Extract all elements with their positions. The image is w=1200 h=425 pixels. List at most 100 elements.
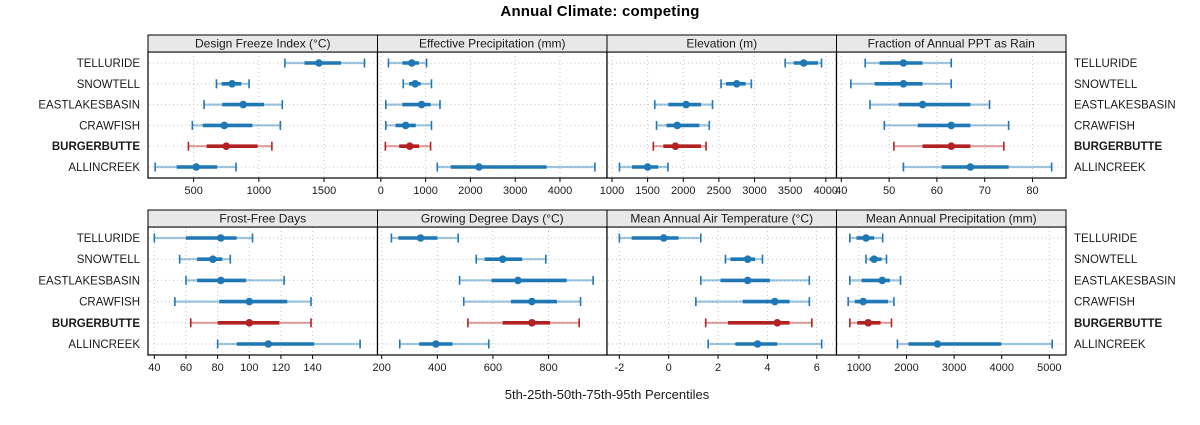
axis-tick-label: 2000 bbox=[671, 185, 695, 197]
axis-tick-label: 2000 bbox=[894, 362, 918, 374]
site-label-left-allincreek: ALLINCREEK bbox=[68, 162, 140, 174]
interval-allincreek bbox=[618, 162, 669, 172]
site-label-right-allincreek: ALLINCREEK bbox=[1074, 162, 1146, 174]
site-label-left-snowtell: SNOWTELL bbox=[77, 254, 141, 266]
site-label-right-allincreek: ALLINCREEK bbox=[1074, 339, 1146, 351]
median-dot bbox=[659, 234, 668, 242]
panel-effective-precipitation-mm: Effective Precipitation (mm) 0 1000 2000 300… bbox=[376, 34, 608, 197]
site-label-right-snowtell: SNOWTELL bbox=[1074, 254, 1138, 266]
panel-elevation-m: Elevation (m) 1000 1500 2000 2500 3000 3500 400… bbox=[600, 34, 838, 197]
median-dot bbox=[899, 80, 908, 88]
median-dot bbox=[417, 100, 426, 109]
median-dot bbox=[933, 340, 942, 348]
interval-burgerbutte bbox=[384, 141, 432, 151]
site-label-right-burgerbutte: BURGERBUTTE bbox=[1074, 141, 1162, 153]
axis-tick-label: 3000 bbox=[503, 185, 527, 197]
median-dot bbox=[870, 255, 878, 263]
interval-eastlakesbasin bbox=[203, 100, 284, 110]
median-dot bbox=[528, 297, 536, 306]
axis-tick-label: 1000 bbox=[247, 185, 271, 197]
median-dot bbox=[264, 340, 273, 348]
interval-burgerbutte bbox=[704, 318, 813, 328]
axis-tick-label: 4000 bbox=[548, 185, 572, 197]
median-dot bbox=[528, 319, 536, 327]
site-label-left-telluride: TELLURIDE bbox=[77, 58, 141, 70]
axis-tick-label: 0 bbox=[378, 185, 384, 197]
median-dot bbox=[401, 121, 410, 130]
site-label-left-allincreek: ALLINCREEK bbox=[68, 339, 140, 351]
axis-tick-label: 40 bbox=[148, 362, 160, 374]
axis-tick-label: 60 bbox=[180, 362, 192, 374]
interval-crawfish bbox=[191, 120, 282, 130]
axis-tick-label: 4000 bbox=[814, 185, 838, 197]
axis-tick-label: 100 bbox=[240, 362, 258, 374]
axis-tick-label: 5000 bbox=[1037, 362, 1061, 374]
interval-burgerbutte bbox=[893, 141, 1005, 151]
interval-telluride bbox=[387, 58, 428, 68]
site-label-left-telluride: TELLURIDE bbox=[77, 233, 141, 245]
median-dot bbox=[859, 297, 867, 306]
axis-tick-label: 3500 bbox=[778, 185, 802, 197]
median-dot bbox=[753, 340, 762, 348]
median-dot bbox=[514, 276, 522, 285]
median-dot bbox=[407, 59, 416, 67]
median-dot bbox=[245, 319, 254, 327]
panel-title: Mean Annual Precipitation (mm) bbox=[866, 212, 1037, 226]
panel-title: Frost-Free Days bbox=[219, 212, 306, 226]
axis-tick-label: 40 bbox=[835, 185, 847, 197]
site-label-right-snowtell: SNOWTELL bbox=[1074, 79, 1138, 91]
median-dot bbox=[743, 276, 752, 285]
axis-tick-label: 6 bbox=[814, 362, 820, 374]
axis-tick-label: 70 bbox=[979, 185, 991, 197]
panel-background bbox=[836, 227, 1066, 355]
interval-crawfish bbox=[847, 297, 895, 307]
median-dot bbox=[475, 163, 483, 171]
axis-tick-label: 2500 bbox=[707, 185, 731, 197]
median-dot bbox=[416, 234, 425, 242]
panel-title: Effective Precipitation (mm) bbox=[419, 37, 566, 51]
site-label-left-burgerbutte: BURGERBUTTE bbox=[52, 141, 140, 153]
site-label-right-telluride: TELLURIDE bbox=[1074, 58, 1138, 70]
axis-tick-label: 60 bbox=[931, 185, 943, 197]
interval-snowtell bbox=[865, 254, 888, 264]
median-dot bbox=[192, 163, 201, 171]
axis-tick-label: 1000 bbox=[600, 185, 624, 197]
axis-tick-label: 3000 bbox=[942, 362, 966, 374]
interval-crawfish bbox=[384, 120, 433, 130]
interval-snowtell bbox=[850, 79, 953, 89]
axis-tick-label: 120 bbox=[272, 362, 290, 374]
median-dot bbox=[773, 319, 782, 327]
median-dot bbox=[217, 234, 225, 242]
interval-eastlakesbasin bbox=[869, 100, 991, 110]
interval-eastlakesbasin bbox=[458, 275, 594, 285]
median-dot bbox=[966, 163, 975, 171]
median-dot bbox=[743, 255, 752, 263]
interval-telluride bbox=[849, 233, 884, 243]
interval-snowtell bbox=[720, 79, 753, 89]
axis-tick-label: 4 bbox=[764, 362, 770, 374]
interval-eastlakesbasin bbox=[653, 100, 714, 110]
interval-eastlakesbasin bbox=[185, 275, 285, 285]
interval-burgerbutte bbox=[467, 318, 580, 328]
panel-background bbox=[377, 52, 607, 178]
median-dot bbox=[671, 142, 680, 150]
panel-title: Fraction of Annual PPT as Rain bbox=[868, 37, 1035, 51]
percentiles-caption: 5th-25th-50th-75th-95th Percentiles bbox=[504, 387, 710, 402]
interval-allincreek bbox=[436, 162, 596, 172]
interval-allincreek bbox=[398, 339, 490, 349]
panel-growing-degree-days-c: Growing Degree Days (°C) 200 400 600 800 bbox=[372, 209, 608, 374]
axis-tick-label: 1000 bbox=[847, 362, 871, 374]
interval-crawfish bbox=[462, 297, 582, 307]
strip-header bbox=[836, 209, 1067, 228]
interval-snowtell bbox=[402, 79, 433, 89]
interval-eastlakesbasin bbox=[699, 275, 811, 285]
site-label-left-eastlakesbasin: EASTLAKESBASIN bbox=[38, 275, 140, 287]
median-dot bbox=[239, 100, 247, 109]
interval-crawfish bbox=[883, 120, 1010, 130]
median-dot bbox=[498, 255, 507, 263]
strip-header bbox=[836, 34, 1067, 53]
median-dot bbox=[222, 142, 231, 150]
interval-telluride bbox=[284, 58, 366, 68]
axis-tick-label: 0 bbox=[666, 362, 672, 374]
interval-burgerbutte bbox=[652, 141, 707, 151]
